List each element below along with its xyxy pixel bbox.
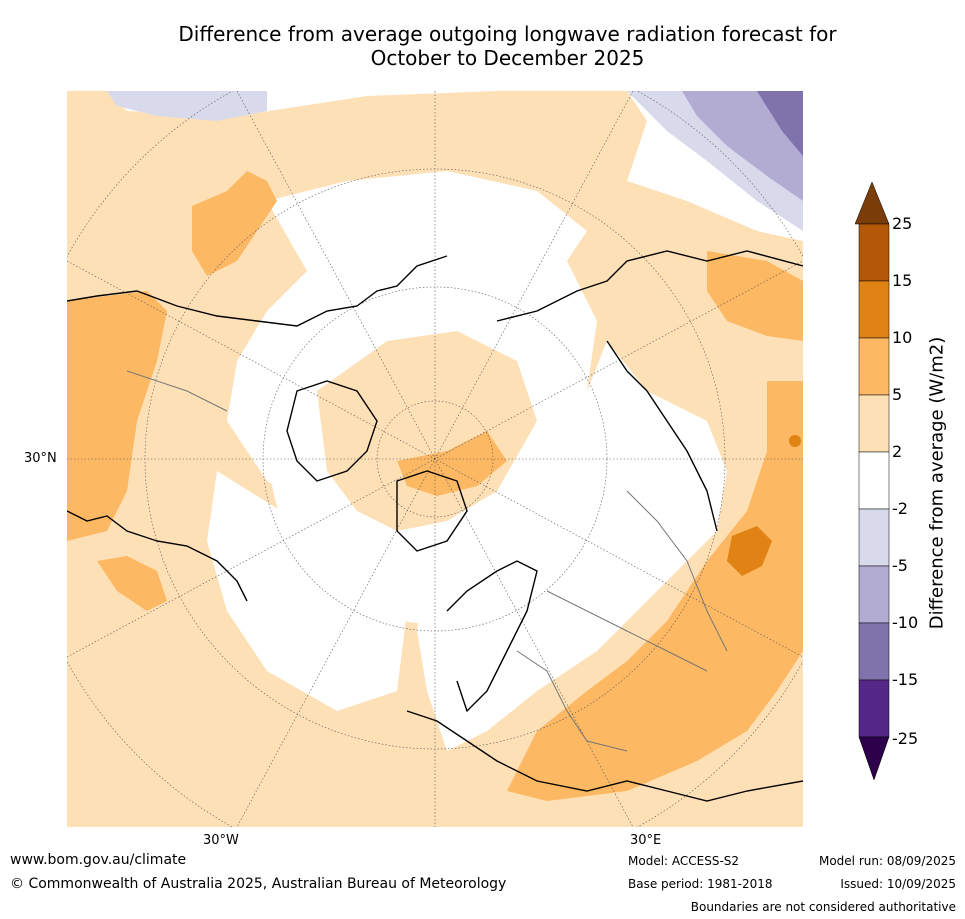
colorbar-arrow-top — [854, 181, 890, 225]
colorbar-band-m2-m5 — [858, 508, 890, 567]
title-line-2: October to December 2025 — [370, 46, 645, 70]
colorbar-tick: -5 — [892, 556, 908, 575]
coastlines — [67, 250, 803, 802]
colorbar-band-m10-m15 — [858, 622, 890, 681]
colorbar-tick: 2 — [892, 442, 903, 461]
colorbar-band-10-15 — [858, 280, 890, 339]
colorbar-arrow-bottom — [858, 736, 890, 781]
colorbar-band-2-5 — [858, 394, 890, 453]
polar-map — [67, 91, 803, 827]
anomaly-region-m2-m5-pacific — [107, 91, 267, 121]
colorbar — [854, 181, 965, 782]
longitude-label-30e: 30°E — [630, 833, 662, 848]
anomaly-region-m5-m10 — [682, 91, 803, 201]
anomaly-region-5-10-asia — [707, 251, 803, 341]
colorbar-tick: -2 — [892, 499, 908, 518]
base-period: Base period: 1981-2018 — [628, 877, 773, 891]
anomaly-region-5-10-greenland — [397, 431, 507, 496]
title-line-1: Difference from average outgoing longwav… — [178, 22, 837, 46]
model-name: Model: ACCESS-S2 — [628, 854, 740, 868]
anomaly-region-5-10-central-asia — [507, 381, 803, 801]
colorbar-tick: 5 — [892, 385, 903, 404]
colorbar-tick: 25 — [892, 214, 913, 233]
colorbar-band-m15-m25 — [858, 679, 890, 738]
colorbar-band-m5-m10 — [858, 565, 890, 624]
colorbar-band-neutral — [858, 451, 890, 510]
anomaly-region-10-15-east-asia — [789, 435, 801, 447]
neutral-region-atlantic — [207, 471, 407, 711]
colorbar-tick: -25 — [892, 729, 919, 748]
footer-copyright: © Commonwealth of Australia 2025, Austra… — [10, 876, 507, 892]
colorbar-tick: -15 — [892, 670, 919, 689]
country-borders — [126, 370, 728, 752]
map-svg — [67, 91, 803, 827]
neutral-region-north-pacific — [267, 171, 587, 271]
longitude-label-30w: 30°W — [203, 833, 239, 848]
colorbar-title: Difference from average (W/m2) — [926, 336, 948, 630]
colorbar-tick: 10 — [892, 328, 913, 347]
issued-date: Issued: 10/09/2025 — [840, 877, 956, 891]
colorbar-tick: -10 — [892, 613, 919, 632]
colorbar-band-15-25 — [858, 223, 890, 282]
anomaly-region-5-10-atlantic — [97, 556, 167, 611]
boundaries-note: Boundaries are not considered authoritat… — [690, 900, 956, 914]
footer-url-link[interactable]: www.bom.gov.au/climate — [10, 852, 187, 868]
colorbar-band-5-10 — [858, 337, 890, 396]
anomaly-region-10-15-asia — [727, 526, 772, 576]
anomaly-region-m10-m15 — [757, 91, 803, 156]
model-run-date: Model run: 08/09/2025 — [818, 854, 956, 868]
colorbar-tick: 15 — [892, 271, 913, 290]
anomaly-region-5-10-north-america — [67, 291, 167, 541]
latitude-label-30n: 30°N — [24, 451, 57, 466]
map-title: Difference from average outgoing longwav… — [60, 22, 955, 70]
anomaly-region-5-10-pacific — [192, 171, 277, 276]
graticule — [67, 91, 803, 827]
colorbar-svg — [854, 181, 890, 781]
